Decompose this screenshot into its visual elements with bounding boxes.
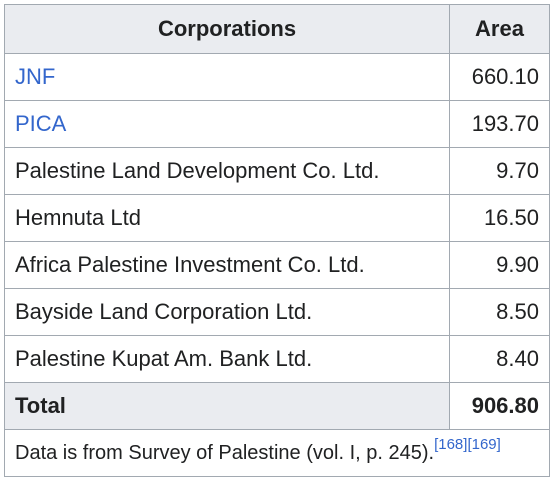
table-row: Palestine Kupat Am. Bank Ltd. 8.40 [4, 335, 550, 383]
corporation-cell: Palestine Kupat Am. Bank Ltd. [4, 335, 450, 383]
area-cell: 9.90 [449, 241, 550, 289]
table-row: Bayside Land Corporation Ltd. 8.50 [4, 288, 550, 336]
total-value: 906.80 [449, 382, 550, 430]
corporation-cell: Bayside Land Corporation Ltd. [4, 288, 450, 336]
corporation-cell: PICA [4, 100, 450, 148]
corporation-cell: Africa Palestine Investment Co. Ltd. [4, 241, 450, 289]
area-cell: 9.70 [449, 147, 550, 195]
reference-169[interactable]: [169] [467, 436, 500, 453]
table-row: Hemnuta Ltd 16.50 [4, 194, 550, 242]
footnote-cell: Data is from Survey of Palestine (vol. I… [4, 429, 550, 477]
area-cell: 660.10 [449, 53, 550, 101]
reference-169-link[interactable]: [169] [467, 436, 501, 454]
corporations-area-table: Corporations Area JNF 660.10 PICA 193.70… [4, 4, 550, 477]
footnote-text: Data is from Survey of Palestine (vol. I… [15, 442, 435, 464]
table-row: PICA 193.70 [4, 100, 550, 148]
corporation-cell: Palestine Land Development Co. Ltd. [4, 147, 450, 195]
corporation-cell: JNF [4, 53, 450, 101]
table-row: Africa Palestine Investment Co. Ltd. 9.9… [4, 241, 550, 289]
header-area: Area [449, 4, 550, 54]
footnote-row: Data is from Survey of Palestine (vol. I… [4, 429, 550, 477]
area-cell: 193.70 [449, 100, 550, 148]
total-row: Total 906.80 [4, 382, 550, 430]
header-row: Corporations Area [4, 4, 550, 54]
table-row: Palestine Land Development Co. Ltd. 9.70 [4, 147, 550, 195]
area-cell: 16.50 [449, 194, 550, 242]
area-cell: 8.50 [449, 288, 550, 336]
corporation-cell: Hemnuta Ltd [4, 194, 450, 242]
area-cell: 8.40 [449, 335, 550, 383]
jnf-link[interactable]: JNF [15, 64, 56, 89]
header-corporations: Corporations [4, 4, 450, 54]
table-row: JNF 660.10 [4, 53, 550, 101]
pica-link[interactable]: PICA [15, 111, 67, 136]
reference-168[interactable]: [168] [434, 436, 467, 453]
reference-168-link[interactable]: [168] [434, 436, 468, 454]
total-label: Total [4, 382, 450, 430]
